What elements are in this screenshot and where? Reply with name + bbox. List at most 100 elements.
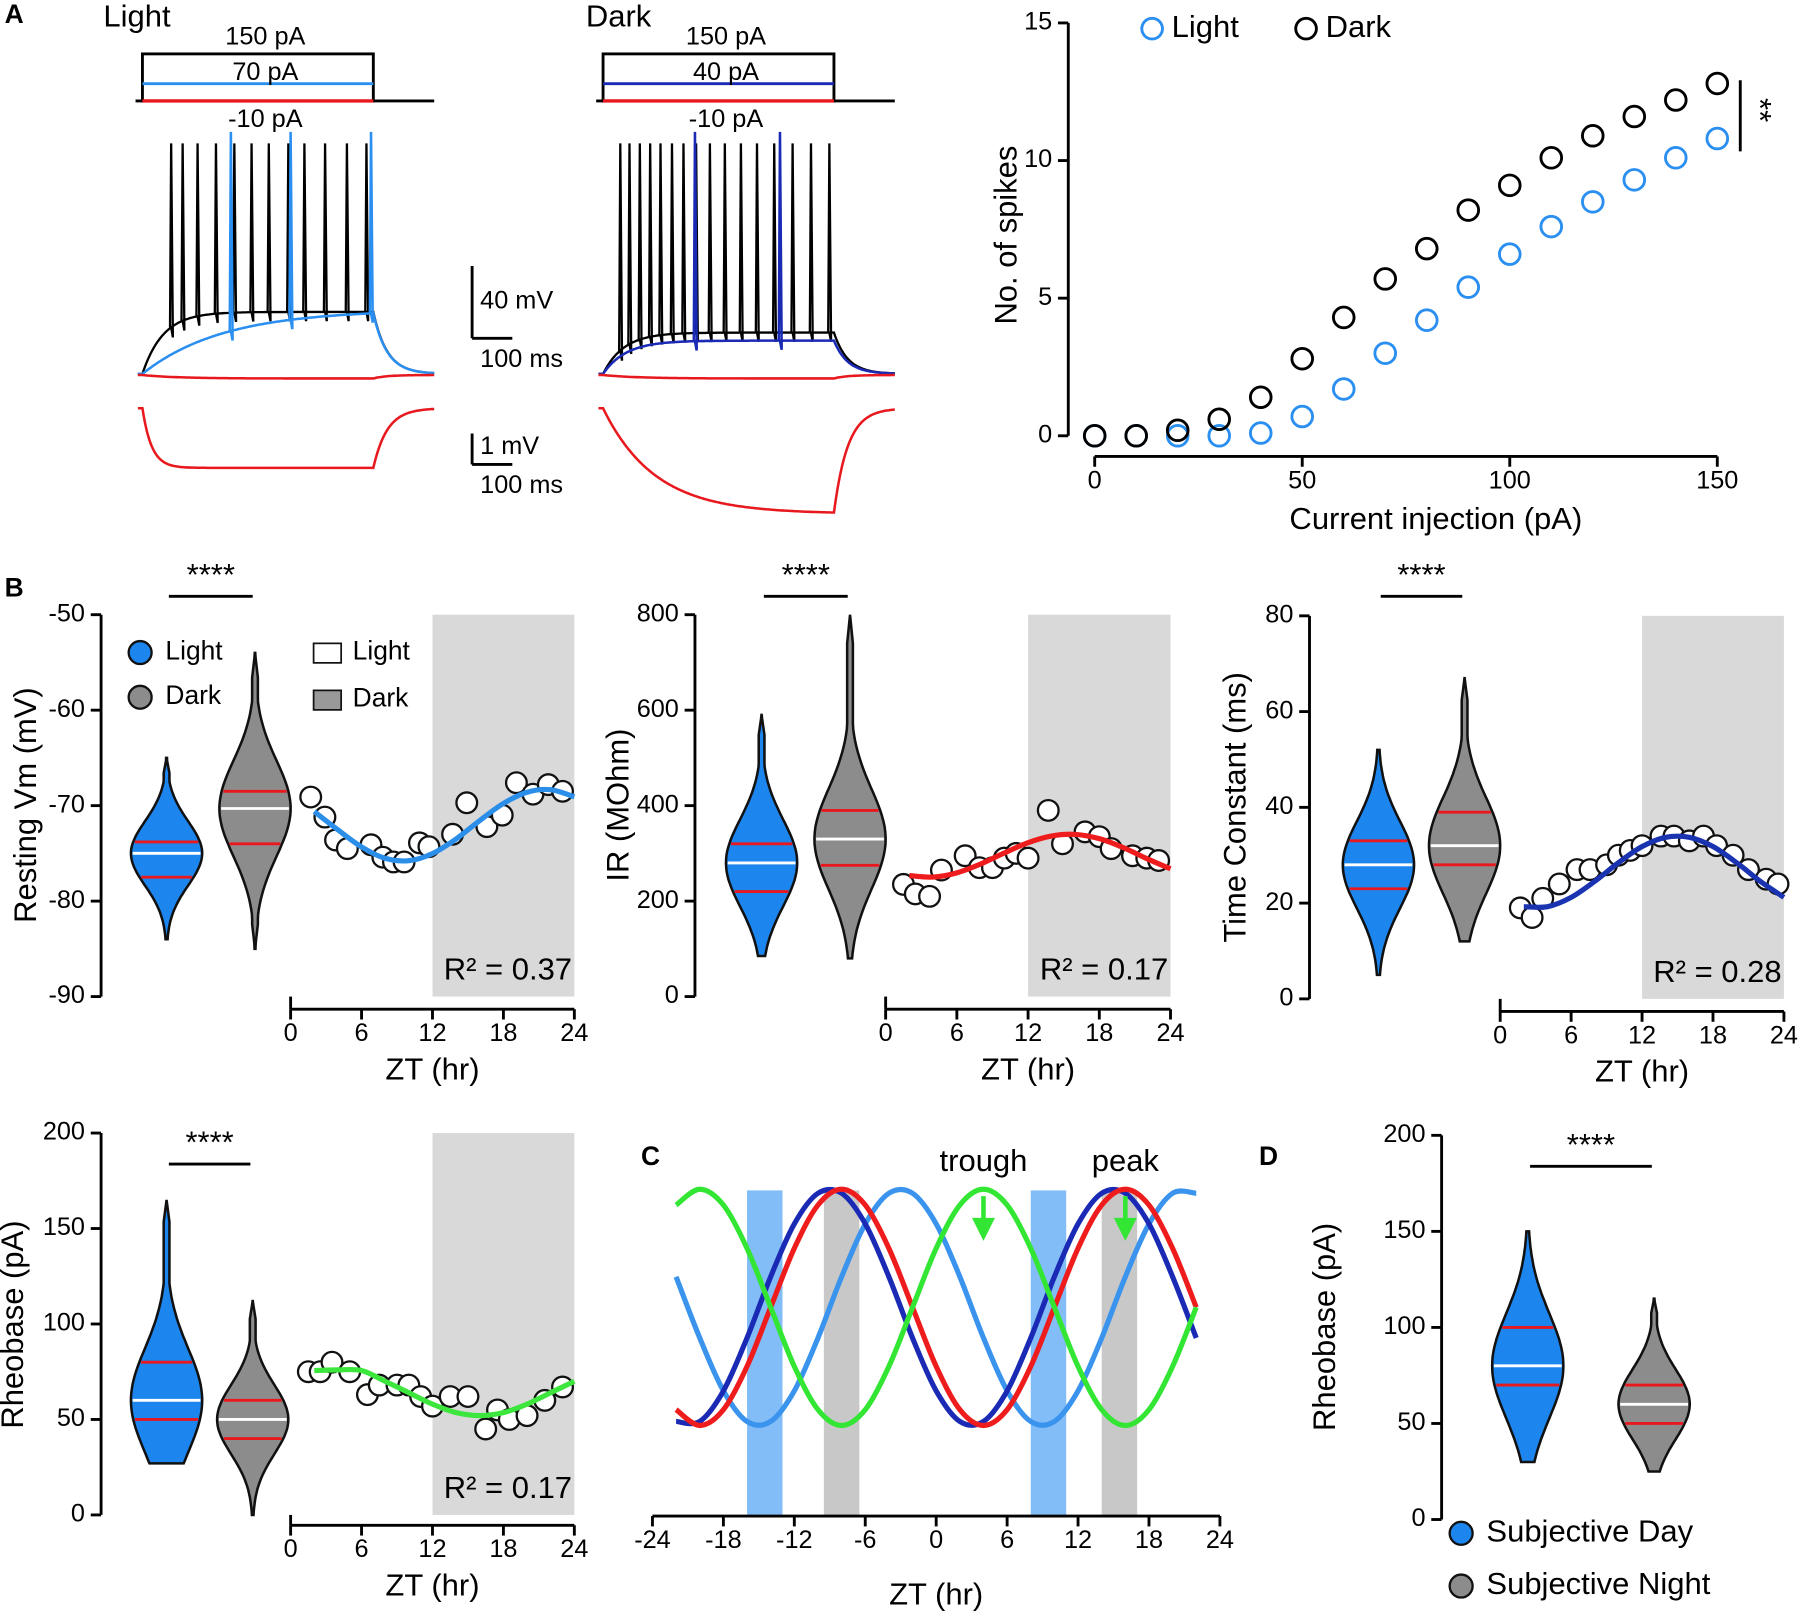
x-tick-label: 0	[284, 1019, 298, 1047]
x-tick-label: 6	[950, 1019, 964, 1047]
legend-marker	[1448, 1573, 1474, 1599]
data-point	[299, 785, 323, 809]
y-tick-label: -90	[48, 981, 85, 1009]
y-tick-label: 200	[43, 1118, 85, 1146]
x-tick-label: 0	[929, 1526, 943, 1554]
y-tick-label: 50	[1397, 1408, 1425, 1436]
y-tick-label: 5	[1038, 283, 1052, 311]
data-point	[474, 1417, 498, 1441]
data-point	[1539, 214, 1564, 239]
panel-label: D	[1259, 1141, 1278, 1171]
data-point	[1036, 798, 1060, 822]
y-tick-label: -60	[48, 695, 85, 723]
violin	[1427, 676, 1502, 943]
y-axis-label: No. of spikes	[989, 146, 1024, 325]
legend-label: Subjective Night	[1486, 1566, 1710, 1601]
y-tick-label: 0	[71, 1500, 85, 1528]
significance: ****	[186, 1125, 234, 1160]
data-point	[1456, 198, 1481, 222]
x-axis-label: ZT (hr)	[1595, 1054, 1689, 1089]
data-point	[1414, 308, 1439, 332]
x-tick-label: 0	[1493, 1021, 1507, 1049]
data-point	[1581, 124, 1605, 148]
y-tick-label: 100	[1383, 1312, 1425, 1340]
rhythm-curve	[674, 1186, 1199, 1429]
x-tick-label: 12	[418, 1535, 446, 1563]
data-point	[1456, 275, 1481, 299]
legend-marker	[1294, 16, 1318, 41]
y-tick-label: 200	[1383, 1120, 1425, 1148]
step-label: 70 pA	[232, 58, 298, 86]
data-point	[1124, 424, 1148, 448]
x-tick-label: 6	[1000, 1526, 1014, 1554]
legend-label: Dark	[353, 683, 410, 713]
y-tick-label: 40	[1265, 792, 1293, 820]
x-tick-label: 24	[560, 1019, 588, 1047]
data-point	[1664, 88, 1688, 112]
legend-label: Light	[165, 636, 223, 666]
fit-curve	[314, 1366, 576, 1419]
x-tick-label: 6	[355, 1019, 369, 1047]
fit-annotation: R² = 0.17	[444, 1470, 572, 1505]
x-tick-label: -6	[854, 1526, 876, 1554]
data-point	[1207, 407, 1231, 432]
scale-label: 1 mV	[480, 432, 539, 460]
y-tick-label: 200	[637, 886, 679, 914]
data-point	[1497, 242, 1522, 266]
voltage-trace	[598, 373, 895, 380]
x-tick-label: 6	[355, 1535, 369, 1563]
x-tick-label: 150	[1696, 466, 1738, 494]
voltage-trace	[137, 143, 435, 376]
step-label: -10 pA	[228, 105, 303, 133]
data-point	[1373, 267, 1398, 291]
y-tick-label: 600	[637, 695, 679, 723]
annotation: peak	[1092, 1143, 1160, 1178]
data-point	[1497, 173, 1522, 198]
data-point	[1331, 377, 1356, 401]
data-point	[1520, 906, 1544, 929]
y-tick-label: 60	[1265, 696, 1293, 724]
y-tick-label: 0	[1411, 1504, 1425, 1532]
violin	[724, 713, 799, 958]
step-label: 150 pA	[225, 23, 305, 51]
trace-title: Dark	[586, 0, 652, 34]
voltage-trace	[598, 131, 895, 376]
data-point	[1581, 190, 1605, 214]
phase-band	[1101, 1190, 1138, 1517]
step-label: 150 pA	[686, 23, 766, 51]
y-tick-label: 10	[1024, 145, 1052, 173]
x-tick-label: 24	[1770, 1021, 1798, 1049]
panel-label: A	[5, 0, 24, 29]
x-tick-label: 6	[1564, 1021, 1578, 1049]
x-tick-label: 50	[1288, 466, 1316, 494]
x-tick-label: 0	[1088, 466, 1102, 494]
significance: **	[1742, 98, 1777, 122]
legend-label: Dark	[165, 680, 222, 710]
x-axis-label: Current injection (pA)	[1289, 501, 1582, 536]
y-tick-label: 800	[637, 599, 679, 627]
y-tick-label: -70	[48, 790, 85, 818]
legend-marker	[312, 642, 343, 664]
data-point	[1331, 305, 1356, 330]
x-tick-label: 18	[1135, 1526, 1163, 1554]
y-tick-label: 150	[1383, 1216, 1425, 1244]
y-tick-label: 150	[43, 1213, 85, 1241]
y-tick-label: 400	[637, 790, 679, 818]
violin	[813, 614, 887, 960]
data-point	[1165, 418, 1190, 443]
legend-label: Light	[353, 636, 411, 666]
y-tick-label: 15	[1024, 8, 1052, 36]
data-point	[1705, 126, 1730, 151]
x-axis-label: ZT (hr)	[981, 1051, 1075, 1086]
annotation-arrow	[1113, 1217, 1137, 1241]
legend-marker	[312, 689, 343, 711]
fit-curve	[909, 831, 1172, 880]
data-point	[1547, 872, 1571, 896]
x-axis-label: ZT (hr)	[889, 1577, 983, 1612]
y-tick-label: 50	[57, 1404, 85, 1432]
voltage-trace	[137, 131, 435, 376]
data-point	[1664, 146, 1688, 170]
x-tick-label: 24	[1206, 1526, 1234, 1554]
y-tick-label: 0	[665, 981, 679, 1009]
